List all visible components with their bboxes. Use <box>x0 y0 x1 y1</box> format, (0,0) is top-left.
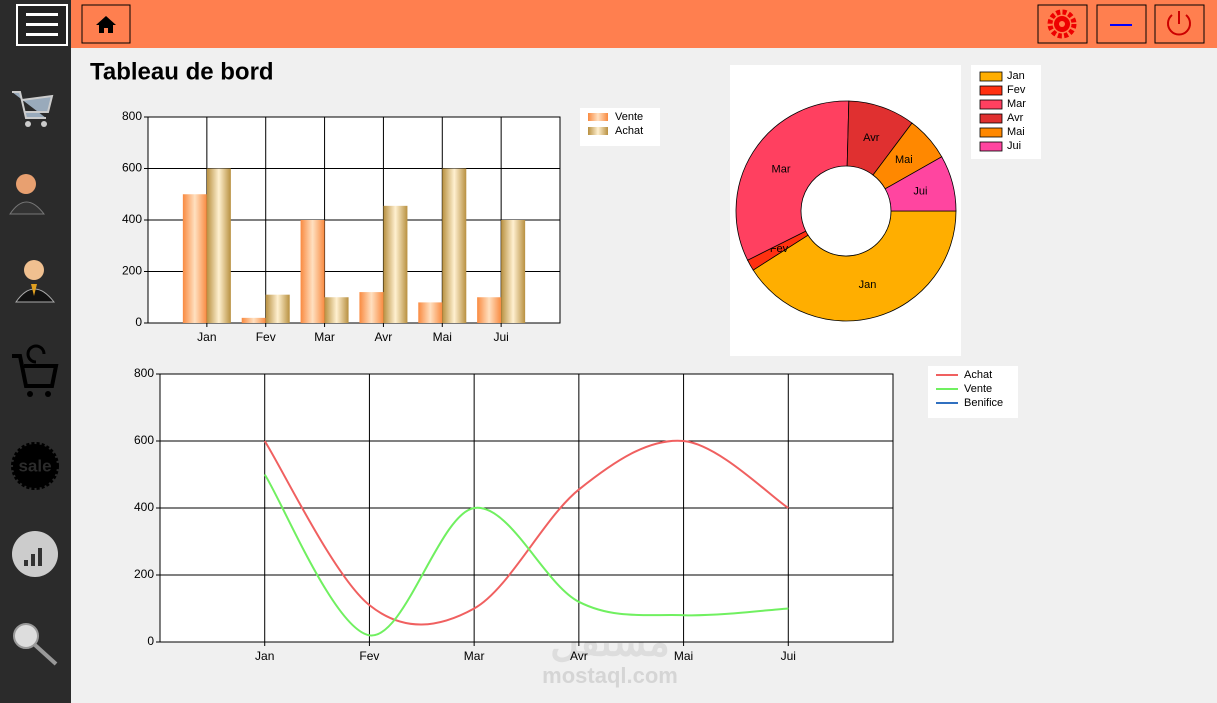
legend-label: Jui <box>1007 140 1021 152</box>
y-tick-label: 200 <box>134 567 154 581</box>
line <box>263 473 789 637</box>
line <box>263 439 789 626</box>
bar <box>241 317 266 323</box>
x-tick-label: Jui <box>493 330 508 344</box>
legend-label: Fev <box>1007 84 1026 96</box>
return-cart-icon[interactable] <box>12 344 59 397</box>
menu-button[interactable] <box>16 4 68 46</box>
legend-swatch <box>979 71 1003 82</box>
legend-label: Mai <box>1007 126 1025 138</box>
bar <box>501 220 526 323</box>
svg-text:sale: sale <box>18 456 51 475</box>
y-tick-label: 800 <box>122 109 142 123</box>
x-tick-label: Avr <box>570 649 588 663</box>
legend-swatch <box>979 141 1003 152</box>
x-tick-label: Avr <box>375 330 393 344</box>
y-tick-label: 200 <box>122 264 142 278</box>
legend-swatch <box>588 113 608 121</box>
x-tick-label: Mai <box>433 330 452 344</box>
x-tick-label: Mar <box>314 330 335 344</box>
slice-label: Avr <box>863 132 880 144</box>
bar <box>477 297 502 323</box>
settings-button[interactable] <box>1037 4 1088 44</box>
x-tick-label: Jan <box>255 649 274 663</box>
bar <box>359 292 384 323</box>
bar <box>182 194 207 323</box>
y-tick-label: 400 <box>122 212 142 226</box>
minimize-button[interactable] <box>1096 4 1147 44</box>
y-tick-label: 400 <box>134 500 154 514</box>
y-tick-label: 0 <box>135 315 142 329</box>
slice-label: Mar <box>772 164 791 176</box>
legend-label: Achat <box>615 125 643 137</box>
y-tick-label: 600 <box>122 161 142 175</box>
y-tick-label: 800 <box>134 366 154 380</box>
y-tick-label: 600 <box>134 433 154 447</box>
x-tick-label: Jui <box>781 649 796 663</box>
x-tick-label: Fev <box>359 649 379 663</box>
x-tick-label: Mar <box>464 649 485 663</box>
stats-icon[interactable] <box>12 531 58 577</box>
sale-icon[interactable]: sale <box>11 442 59 490</box>
legend-label: Mar <box>1007 98 1026 110</box>
legend-swatch <box>979 127 1003 138</box>
search-icon[interactable] <box>13 623 58 666</box>
bar <box>265 294 290 323</box>
y-tick-label: 0 <box>147 634 154 648</box>
bar <box>383 205 408 323</box>
legend-swatch <box>979 113 1003 124</box>
customer-icon[interactable] <box>9 174 46 215</box>
legend-label: Jan <box>1007 70 1025 82</box>
legend-label: Achat <box>964 369 992 381</box>
legend-label: Vente <box>964 383 992 395</box>
bar <box>418 302 443 323</box>
legend-label: Vente <box>615 111 643 123</box>
slice-label: Jan <box>859 279 877 291</box>
legend-swatch <box>588 127 608 135</box>
top-bar <box>71 0 1217 48</box>
user-icon[interactable] <box>15 260 56 303</box>
x-tick-label: Mai <box>674 649 693 663</box>
bar <box>442 168 467 323</box>
legend-label: Benifice <box>964 397 1003 409</box>
pie-slice <box>752 210 957 322</box>
home-button[interactable] <box>81 4 131 44</box>
page-title: Tableau de bord <box>90 58 274 85</box>
bar <box>206 168 231 323</box>
pie-slice <box>884 156 957 212</box>
slice-label: Jui <box>913 185 927 197</box>
bar <box>300 220 325 323</box>
watermark: mostaql.com <box>542 663 678 688</box>
x-tick-label: Fev <box>256 330 276 344</box>
cart-icon[interactable] <box>12 91 54 127</box>
power-button[interactable] <box>1154 4 1205 44</box>
legend-label: Avr <box>1007 112 1024 124</box>
x-tick-label: Jan <box>197 330 216 344</box>
legend-swatch <box>979 99 1003 110</box>
slice-label: Mai <box>895 154 913 166</box>
bar <box>324 297 349 323</box>
legend-swatch <box>979 85 1003 96</box>
pie-slice <box>735 100 850 261</box>
